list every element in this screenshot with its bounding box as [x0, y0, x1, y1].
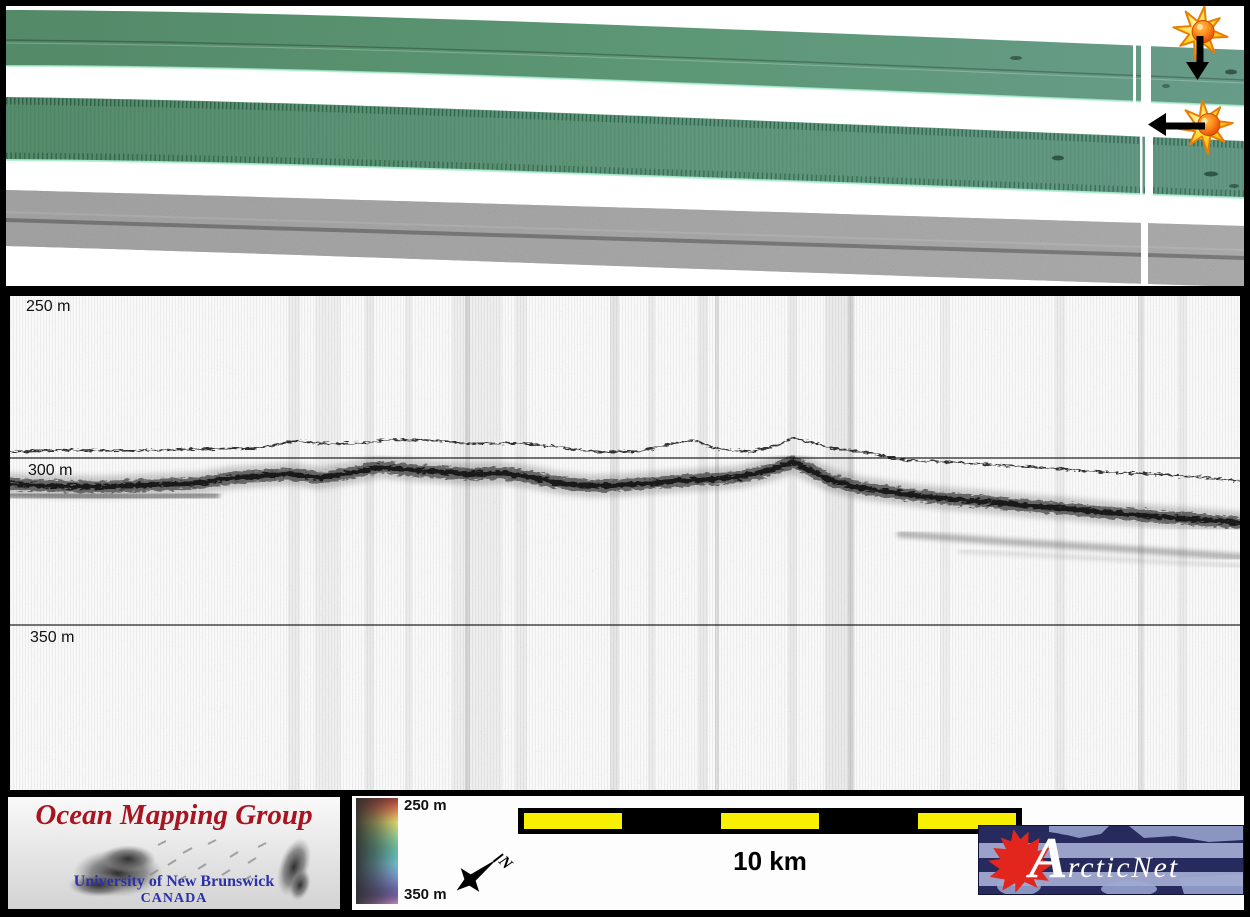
arcticnet-art [979, 826, 1243, 894]
echogram-graphics [10, 296, 1240, 790]
noise-streaks [288, 296, 1187, 790]
depth-label-300m: 300 m [28, 462, 73, 479]
depth-colorbar [356, 798, 398, 904]
omg-logo: Ocean Mapping Group University of New Br… [8, 797, 340, 909]
main-reflector-band [10, 450, 1240, 568]
scale-bar [518, 808, 1022, 834]
echogram-panel: 250 m 300 m 350 m [6, 288, 1244, 794]
starburst-marker-2 [1148, 99, 1234, 155]
north-label: N [494, 852, 516, 874]
depth-label-250m: 250 m [26, 298, 71, 315]
swath-panel [6, 6, 1244, 286]
multibeam-swath-1 [6, 10, 1244, 107]
maple-leaf-icon [988, 829, 1055, 893]
swath-graphics [6, 6, 1244, 286]
omg-country: CANADA [140, 891, 208, 906]
omg-university: University of New Brunswick [73, 873, 275, 890]
upper-reflector-trace [10, 437, 1240, 482]
footer-white-panel: N 250 m 350 m 10 km [352, 796, 1244, 910]
colorbar-top-label: 250 m [404, 797, 447, 814]
echogram-plot [10, 296, 1240, 790]
colorbar-bottom-label: 350 m [404, 886, 447, 903]
arcticnet-initial: A [1029, 825, 1068, 890]
logo-band-lower [979, 872, 1243, 886]
depth-gridlines [10, 457, 1240, 626]
starburst-marker-1 [1172, 6, 1229, 80]
multibeam-swath-2 [6, 97, 1244, 202]
seabed-shadow-right [276, 838, 312, 901]
north-arrow-icon: N [456, 852, 516, 892]
left-arrow-icon [1148, 113, 1205, 136]
seabed-shadow-left [68, 845, 163, 897]
backscatter-swath [6, 190, 1244, 286]
down-arrow-icon [1186, 36, 1209, 80]
footer-graphics: N [356, 798, 1022, 904]
omg-logo-art [8, 797, 340, 909]
arcticnet-rest: rcticNet [1067, 851, 1180, 884]
omg-title: Ocean Mapping Group [35, 799, 313, 831]
seabed-dashes [149, 839, 267, 882]
scale-bar-label: 10 km [733, 846, 807, 876]
depth-label-350m: 350 m [30, 629, 75, 646]
